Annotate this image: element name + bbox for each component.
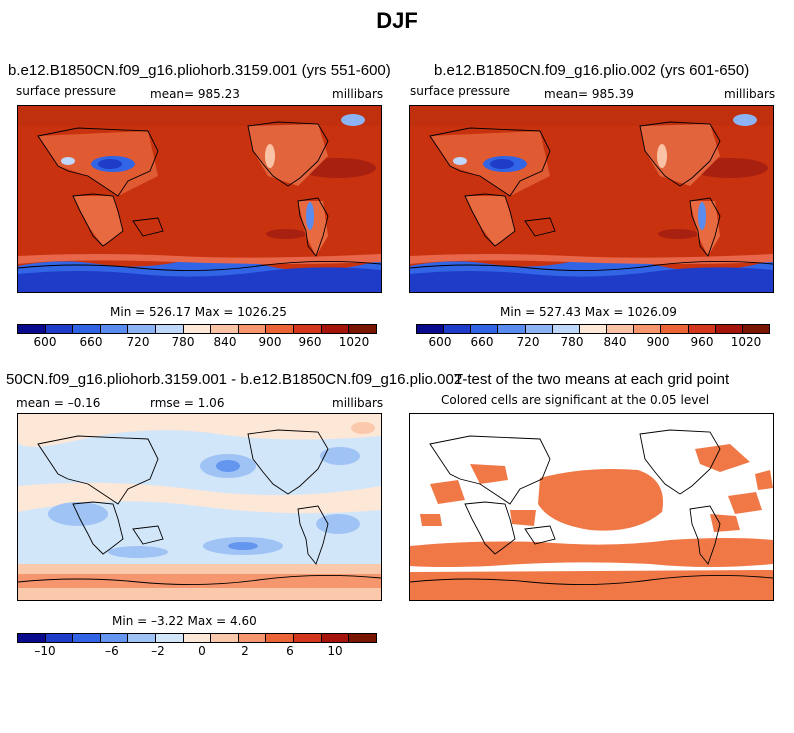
subtitle-bottom-right: Colored cells are significant at the 0.0… xyxy=(441,393,710,407)
colorbar-cell xyxy=(128,634,157,642)
colorbar-cell xyxy=(661,325,689,333)
panel-title-top-left: b.e12.B1850CN.f09_g16.pliohorb.3159.001 … xyxy=(8,62,391,79)
pressure-field-top-right xyxy=(409,106,774,292)
colorbar-cell xyxy=(211,325,239,333)
colorbar-tick-top-left: 660 xyxy=(79,335,103,349)
colorbar-cell xyxy=(742,325,770,333)
ttest-field xyxy=(409,414,774,600)
colorbar-cell xyxy=(552,325,580,333)
colorbar-tick-top-left: 900 xyxy=(258,335,282,349)
colorbar-tick-bottom-left: –2 xyxy=(151,644,165,658)
units-label-bottom-left: millibars xyxy=(332,396,384,410)
difference-field xyxy=(16,414,382,600)
colorbar-cell xyxy=(607,325,635,333)
colorbar-tick-top-left: 720 xyxy=(126,335,150,349)
units-label-top-right: millibars xyxy=(724,87,776,101)
colorbar-top-left xyxy=(17,324,377,334)
colorbar-cell xyxy=(266,325,295,333)
colorbar-cell xyxy=(688,325,716,333)
colorbar-cell xyxy=(238,325,267,333)
colorbar-cell xyxy=(294,634,322,642)
colorbar-cell xyxy=(211,634,239,642)
colorbar-cell xyxy=(444,325,472,333)
colorbar-cell xyxy=(156,634,184,642)
colorbar-cell xyxy=(100,634,129,642)
colorbar-cell xyxy=(183,634,212,642)
colorbar-cell xyxy=(321,634,350,642)
colorbar-cell xyxy=(294,325,322,333)
colorbar-cell xyxy=(417,325,445,333)
colorbar-cell xyxy=(715,325,743,333)
colorbar-tick-top-left: 840 xyxy=(213,335,237,349)
colorbar-cell xyxy=(128,325,157,333)
mean-label-top-right: mean= 985.39 xyxy=(544,87,634,101)
pressure-field-top-left xyxy=(17,106,382,292)
colorbar-cell xyxy=(156,325,184,333)
panel-title-top-right: b.e12.B1850CN.f09_g16.plio.002 (yrs 601-… xyxy=(434,62,750,79)
colorbar-tick-top-left: 780 xyxy=(171,335,195,349)
colorbar-tick-top-right: 900 xyxy=(646,335,670,349)
colorbar-cell xyxy=(579,325,608,333)
colorbar-cell xyxy=(498,325,526,333)
colorbar-cell xyxy=(18,325,46,333)
panel-title-bottom-right: T-test of the two means at each grid poi… xyxy=(454,371,730,388)
colorbar-cell xyxy=(471,325,499,333)
colorbar-cell xyxy=(525,325,553,333)
colorbar-cell xyxy=(238,634,267,642)
rmse-label-bottom-left: rmse = 1.06 xyxy=(150,396,225,410)
figure-title: DJF xyxy=(376,8,418,33)
map-top-right xyxy=(409,105,774,293)
colorbar-tick-bottom-left: 6 xyxy=(286,644,294,658)
colorbar-cell xyxy=(45,634,74,642)
min-max-top-left: Min = 526.17 Max = 1026.25 xyxy=(110,305,287,319)
colorbar-cell xyxy=(349,325,376,333)
colorbar-tick-top-left: 960 xyxy=(298,335,322,349)
colorbar-tick-bottom-left: –6 xyxy=(105,644,119,658)
variable-label-top-right: surface pressure xyxy=(410,84,510,98)
map-top-left xyxy=(17,105,382,293)
colorbar-tick-top-left: 600 xyxy=(33,335,57,349)
colorbar-tick-bottom-left: 10 xyxy=(327,644,343,658)
colorbar-tick-bottom-left: –10 xyxy=(34,644,56,658)
mean-label-top-left: mean= 985.23 xyxy=(150,87,240,101)
colorbar-cell xyxy=(100,325,129,333)
colorbar-tick-top-right: 780 xyxy=(560,335,584,349)
colorbar-bottom-left xyxy=(17,633,377,643)
min-max-top-right: Min = 527.43 Max = 1026.09 xyxy=(500,305,677,319)
colorbar-tick-top-right: 960 xyxy=(690,335,714,349)
colorbar-tick-top-right: 1020 xyxy=(730,335,762,349)
units-label-top-left: millibars xyxy=(332,87,384,101)
colorbar-tick-top-right: 600 xyxy=(428,335,452,349)
map-bottom-left xyxy=(16,413,382,601)
colorbar-cell xyxy=(73,634,101,642)
variable-label-top-left: surface pressure xyxy=(16,84,116,98)
mean-label-bottom-left: mean = –0.16 xyxy=(16,396,101,410)
colorbar-cell xyxy=(349,634,376,642)
colorbar-cell xyxy=(321,325,350,333)
colorbar-tick-top-right: 720 xyxy=(516,335,540,349)
colorbar-top-right xyxy=(416,324,770,334)
colorbar-tick-bottom-left: 2 xyxy=(241,644,249,658)
colorbar-cell xyxy=(18,634,46,642)
map-bottom-right xyxy=(409,413,774,601)
colorbar-cell xyxy=(266,634,295,642)
colorbar-tick-top-right: 840 xyxy=(603,335,627,349)
colorbar-cell xyxy=(183,325,212,333)
min-max-bottom-left: Min = –3.22 Max = 4.60 xyxy=(112,614,257,628)
colorbar-cell xyxy=(634,325,662,333)
colorbar-tick-top-left: 1020 xyxy=(338,335,370,349)
colorbar-cell xyxy=(73,325,101,333)
panel-title-bottom-left: 50CN.f09_g16.pliohorb.3159.001 - b.e12.B… xyxy=(6,371,463,388)
colorbar-tick-top-right: 660 xyxy=(470,335,494,349)
colorbar-cell xyxy=(45,325,74,333)
colorbar-tick-bottom-left: 0 xyxy=(198,644,206,658)
